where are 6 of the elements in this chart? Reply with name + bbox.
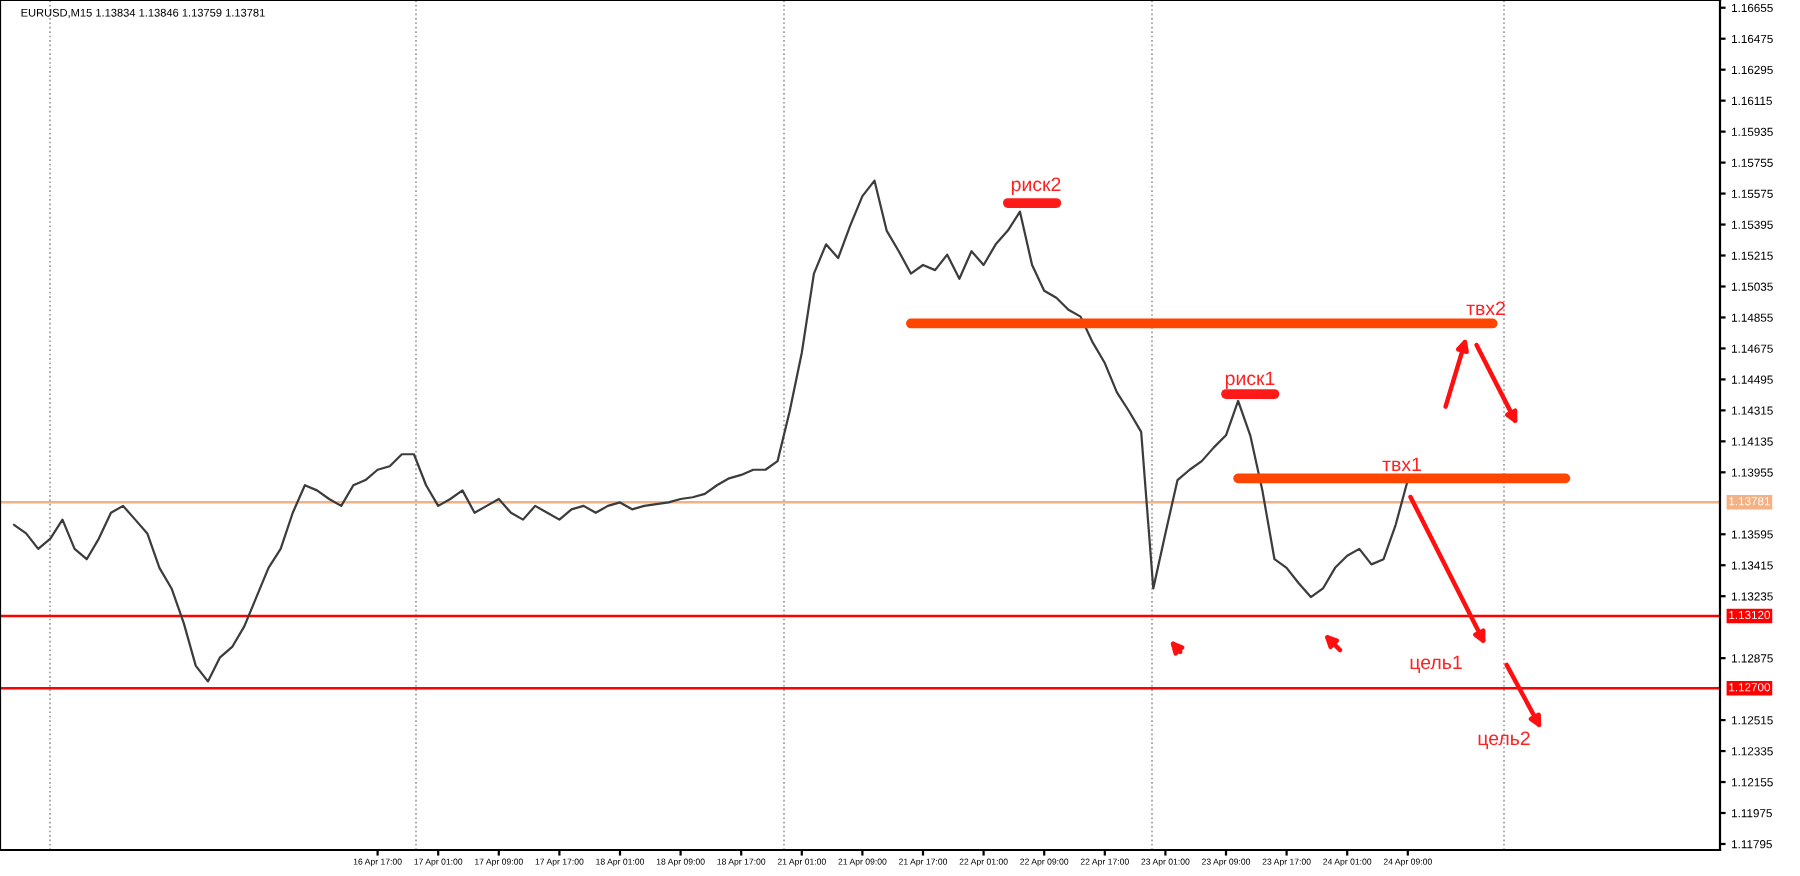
annotation: риск1 [1225,371,1275,390]
annotation: твх2 [1466,301,1505,316]
annotation: цель1 [1410,655,1462,673]
annotation: цель2 [1478,731,1530,749]
annotation: твх1 [1382,457,1421,472]
annotation: риск2 [1011,177,1061,196]
